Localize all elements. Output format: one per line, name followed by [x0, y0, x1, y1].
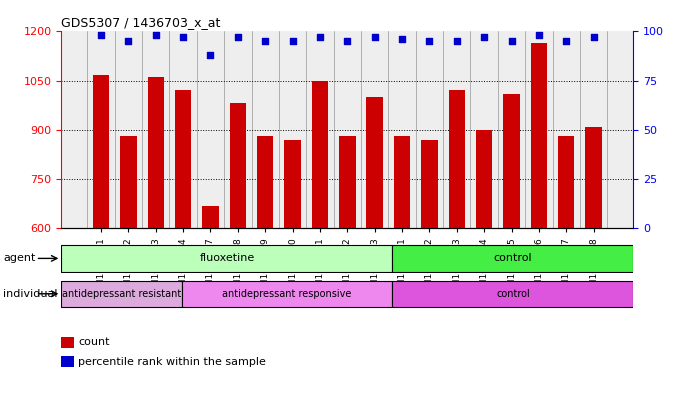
Point: [205, 52, 216, 58]
Point: [259, 38, 270, 44]
Bar: [182, 281, 392, 307]
Bar: [558, 136, 575, 228]
Point: [452, 38, 462, 44]
Bar: [202, 206, 219, 228]
Point: [506, 38, 517, 44]
Bar: [392, 245, 633, 272]
Text: control: control: [496, 289, 530, 299]
Point: [396, 36, 407, 42]
Bar: [120, 136, 137, 228]
Bar: [530, 43, 547, 228]
Bar: [449, 90, 465, 228]
Bar: [229, 103, 246, 228]
Bar: [61, 281, 182, 307]
Bar: [392, 281, 633, 307]
Bar: [61, 245, 392, 272]
Text: fluoxetine: fluoxetine: [200, 253, 255, 263]
Bar: [503, 94, 520, 228]
Point: [315, 34, 326, 40]
Text: count: count: [78, 337, 110, 347]
Text: percentile rank within the sample: percentile rank within the sample: [78, 357, 266, 367]
Text: antidepressant responsive: antidepressant responsive: [223, 289, 352, 299]
Point: [232, 34, 243, 40]
Bar: [285, 140, 301, 228]
Bar: [586, 127, 602, 228]
Point: [588, 34, 599, 40]
Point: [424, 38, 435, 44]
Point: [369, 34, 380, 40]
Point: [123, 38, 133, 44]
Point: [533, 32, 544, 39]
Point: [178, 34, 189, 40]
Text: agent: agent: [3, 253, 36, 263]
Bar: [422, 140, 438, 228]
Point: [479, 34, 490, 40]
Text: GDS5307 / 1436703_x_at: GDS5307 / 1436703_x_at: [61, 16, 221, 29]
Point: [151, 32, 161, 39]
Bar: [312, 81, 328, 228]
Text: antidepressant resistant: antidepressant resistant: [62, 289, 181, 299]
Point: [561, 38, 572, 44]
Bar: [476, 130, 492, 228]
Bar: [148, 77, 164, 228]
Bar: [93, 75, 109, 228]
Point: [342, 38, 353, 44]
Text: control: control: [494, 253, 533, 263]
Text: individual: individual: [3, 289, 58, 299]
Point: [287, 38, 298, 44]
Bar: [366, 97, 383, 228]
Bar: [257, 136, 273, 228]
Point: [95, 32, 106, 39]
Bar: [339, 136, 355, 228]
Bar: [394, 136, 410, 228]
Bar: [175, 90, 191, 228]
